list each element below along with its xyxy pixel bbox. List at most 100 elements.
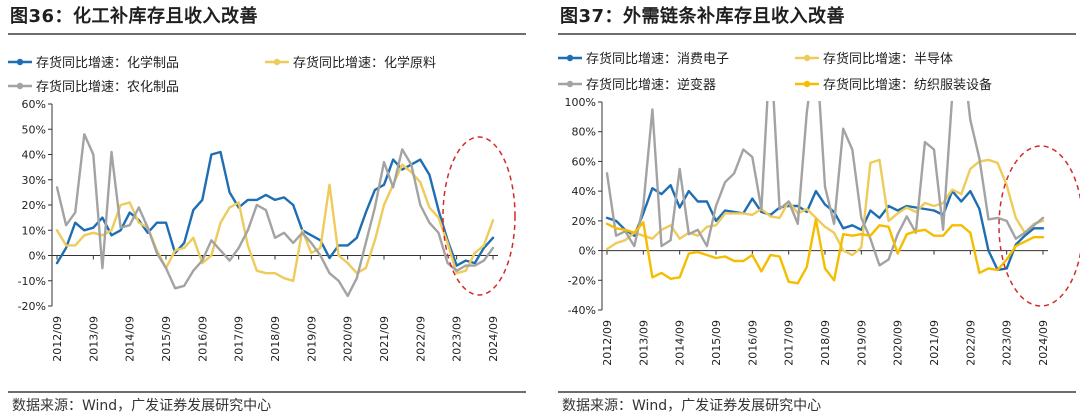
data-point	[696, 200, 699, 203]
data-point	[660, 193, 663, 196]
data-point	[887, 205, 890, 207]
x-tick-label: 2020/09	[342, 316, 355, 362]
data-point	[1042, 216, 1044, 219]
data-point	[401, 168, 404, 171]
y-tick-label: 0%	[579, 245, 596, 258]
data-point	[92, 231, 95, 234]
y-tick-label: -40%	[568, 304, 596, 317]
data-point	[887, 219, 890, 222]
data-point	[987, 159, 990, 161]
data-point	[83, 229, 86, 232]
title-divider	[558, 33, 1076, 35]
legend-entry: 存货同比增速：消费电子	[558, 51, 729, 67]
data-point	[437, 216, 440, 219]
data-point	[751, 254, 754, 256]
x-tick-label: 2024/09	[487, 316, 500, 362]
data-point	[815, 218, 817, 221]
y-tick-label: 60%	[22, 98, 46, 111]
data-point	[878, 216, 881, 219]
data-point	[92, 226, 95, 229]
data-point	[265, 209, 267, 211]
source-note: 数据来源：Wind，广发证券发展研究中心	[562, 398, 822, 414]
data-point	[942, 202, 944, 204]
data-point	[383, 161, 385, 163]
y-tick-label: 100%	[565, 96, 596, 109]
legend-marker	[16, 82, 24, 90]
y-tick-label: 40%	[572, 185, 596, 198]
x-tick-label: 2021/09	[378, 316, 391, 362]
data-point	[787, 280, 790, 283]
data-point	[805, 211, 808, 213]
data-point	[337, 254, 340, 257]
data-point	[65, 224, 67, 227]
legend-entry: 存货同比增速：逆变器	[558, 77, 716, 93]
data-point	[128, 211, 131, 214]
data-point	[606, 172, 608, 175]
data-point	[156, 252, 158, 254]
data-point	[92, 153, 95, 156]
data-point	[851, 254, 854, 256]
data-point	[987, 249, 990, 252]
data-point	[446, 262, 449, 264]
series-line	[55, 163, 495, 283]
data-point	[228, 191, 231, 194]
data-point	[960, 42, 962, 44]
data-point	[914, 230, 917, 233]
data-point	[110, 151, 113, 153]
data-point	[914, 211, 917, 213]
data-point	[896, 233, 899, 236]
data-point	[483, 247, 485, 249]
data-point	[778, 208, 781, 210]
data-point	[978, 157, 981, 160]
data-point	[1005, 184, 1008, 187]
data-point	[401, 148, 404, 151]
series-1	[55, 150, 495, 267]
data-point	[455, 272, 458, 275]
data-point	[770, 42, 772, 44]
data-point	[860, 246, 863, 249]
data-point	[483, 259, 485, 262]
data-point	[651, 108, 654, 111]
data-point	[301, 229, 304, 232]
data-point	[346, 244, 349, 247]
data-point	[642, 205, 645, 207]
data-point	[119, 204, 122, 206]
legend-entry: 存货同比增速：化学制品	[8, 55, 179, 71]
data-point	[246, 244, 249, 247]
data-point	[996, 268, 999, 271]
data-point	[724, 255, 726, 258]
data-point	[328, 183, 331, 186]
legend-marker	[803, 54, 811, 62]
data-point	[101, 234, 104, 237]
data-point	[1005, 219, 1008, 222]
data-point	[778, 216, 781, 219]
data-point	[283, 196, 285, 199]
data-point	[687, 252, 690, 255]
data-point	[428, 206, 431, 209]
y-tick-label: 20%	[572, 215, 596, 228]
data-point	[669, 184, 672, 187]
data-point	[255, 204, 258, 206]
y-tick-label: 30%	[22, 174, 46, 187]
data-point	[815, 190, 817, 193]
series-line	[55, 150, 495, 267]
data-point	[210, 239, 213, 242]
x-tick-label: 2022/09	[964, 320, 977, 366]
data-point	[392, 158, 394, 161]
data-point	[933, 209, 935, 212]
data-point	[687, 190, 690, 193]
data-point	[896, 209, 899, 212]
legend-label: 存货同比增速：消费电子	[586, 51, 729, 67]
data-point	[706, 200, 708, 203]
data-point	[383, 204, 385, 206]
data-point	[778, 255, 781, 258]
data-point	[724, 181, 726, 184]
data-point	[128, 201, 131, 204]
x-tick-label: 2023/09	[1001, 320, 1014, 366]
data-point	[310, 234, 313, 237]
data-point	[815, 42, 817, 44]
data-point	[192, 209, 195, 211]
data-point	[337, 279, 340, 282]
data-point	[951, 224, 954, 227]
data-point	[769, 215, 772, 218]
